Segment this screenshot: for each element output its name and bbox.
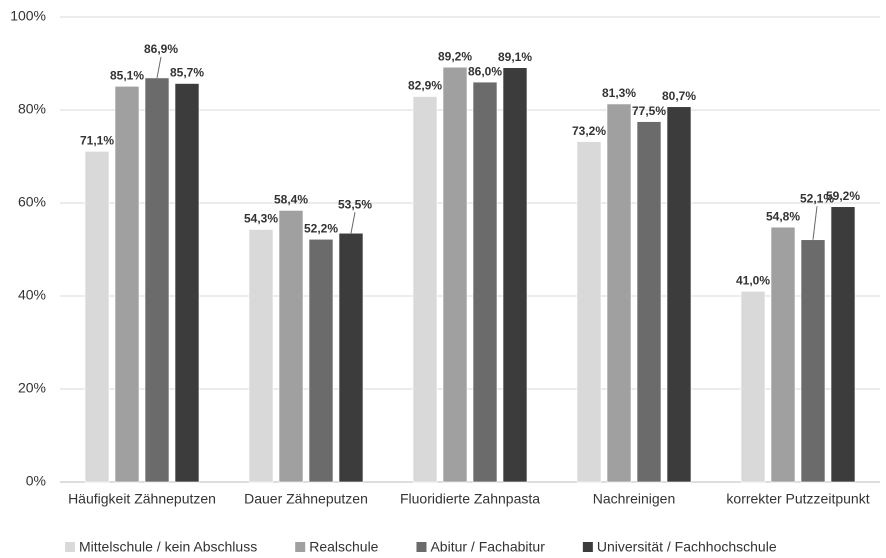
value-label: 52,2% bbox=[304, 221, 338, 235]
x-tick-label: Häufigkeit Zähneputzen bbox=[68, 491, 216, 507]
bar bbox=[278, 210, 304, 483]
x-tick-label: Nachreinigen bbox=[593, 491, 676, 507]
y-tick-label: 0% bbox=[26, 473, 46, 489]
legend-swatch bbox=[582, 542, 593, 552]
x-tick-label: Fluoridierte Zahnpasta bbox=[400, 491, 540, 507]
value-label: 54,3% bbox=[244, 212, 278, 226]
value-label: 54,8% bbox=[766, 209, 800, 223]
legend-label: Mittelschule / kein Abschluss bbox=[79, 539, 257, 555]
bar bbox=[740, 291, 766, 483]
bar bbox=[830, 206, 856, 483]
bar bbox=[472, 81, 498, 483]
leader-line bbox=[156, 56, 162, 79]
y-tick-label: 100% bbox=[10, 8, 46, 24]
legend-label: Universität / Fachhochschule bbox=[597, 539, 777, 555]
value-label: 53,5% bbox=[338, 197, 372, 211]
y-tick-label: 40% bbox=[18, 287, 46, 303]
value-label: 81,3% bbox=[602, 86, 636, 100]
bar bbox=[576, 141, 602, 483]
bar bbox=[606, 103, 632, 483]
bar bbox=[114, 85, 140, 483]
bar bbox=[144, 77, 170, 483]
value-label: 86,0% bbox=[468, 64, 502, 78]
bar bbox=[84, 151, 110, 483]
value-label: 85,7% bbox=[170, 66, 204, 80]
bar bbox=[174, 83, 200, 483]
value-label: 71,1% bbox=[80, 134, 114, 148]
bar bbox=[248, 229, 274, 483]
leader-line bbox=[812, 206, 818, 240]
value-label: 59,2% bbox=[826, 189, 860, 203]
bar bbox=[636, 121, 662, 483]
value-label: 89,1% bbox=[498, 50, 532, 64]
leader-line bbox=[350, 212, 356, 234]
value-label: 82,9% bbox=[408, 79, 442, 93]
value-label: 80,7% bbox=[662, 89, 696, 103]
value-label: 73,2% bbox=[572, 124, 606, 138]
value-label: 86,9% bbox=[144, 42, 178, 56]
legend-label: Realschule bbox=[309, 539, 378, 555]
y-tick-label: 20% bbox=[18, 380, 46, 396]
bar bbox=[308, 238, 334, 483]
value-label: 77,5% bbox=[632, 104, 666, 118]
bar bbox=[800, 239, 826, 483]
y-tick-label: 60% bbox=[18, 194, 46, 210]
bar bbox=[338, 232, 364, 483]
bar bbox=[666, 106, 692, 483]
bar bbox=[770, 226, 796, 483]
legend-label: Abitur / Fachabitur bbox=[430, 539, 545, 555]
value-label: 89,2% bbox=[438, 49, 472, 63]
value-label: 41,0% bbox=[736, 274, 770, 288]
x-tick-label: Dauer Zähneputzen bbox=[244, 491, 368, 507]
value-label: 58,4% bbox=[274, 193, 308, 207]
bar bbox=[502, 67, 528, 483]
legend-swatch bbox=[295, 542, 306, 552]
bar bbox=[442, 66, 468, 483]
legend-swatch bbox=[416, 542, 427, 552]
value-label: 52,1% bbox=[800, 191, 834, 205]
x-tick-label: korrekter Putzzeitpunkt bbox=[726, 491, 869, 507]
y-tick-label: 80% bbox=[18, 101, 46, 117]
bar bbox=[412, 96, 438, 483]
legend-swatch bbox=[65, 542, 75, 552]
value-label: 85,1% bbox=[110, 68, 144, 82]
